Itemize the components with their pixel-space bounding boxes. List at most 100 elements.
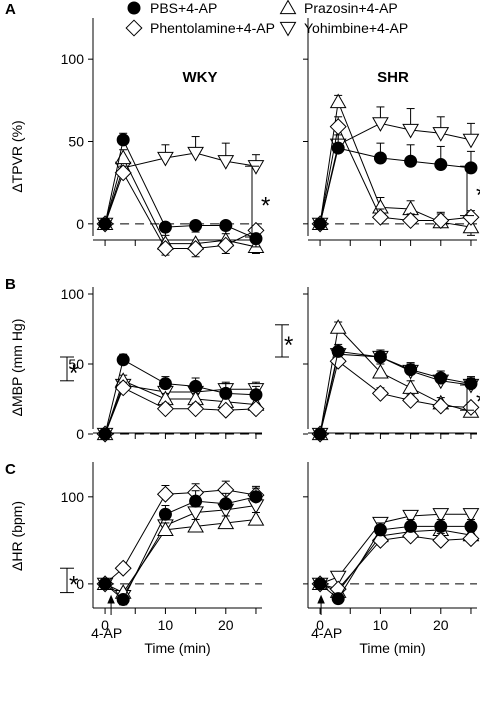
- legend-label: Yohimbine+4-AP: [304, 20, 408, 36]
- data-point: [187, 146, 204, 162]
- data-point: [329, 319, 347, 334]
- significance-asterisk: *: [261, 193, 270, 220]
- x-tick-label: 20: [433, 617, 449, 633]
- data-point: [331, 344, 345, 358]
- series-line: [104, 518, 257, 594]
- x-tick-label: 10: [373, 617, 389, 633]
- plot-C-WKY: 0 100 ΔHR (bpm) 0 10 20 Time (min) 4-AP *: [9, 462, 265, 656]
- data-point: [217, 155, 235, 170]
- significance-bracket: *: [460, 384, 480, 416]
- data-point: [373, 523, 387, 537]
- significance-asterisk: *: [476, 182, 480, 209]
- plot-C-SHR: 0 10 20 Time (min) 4-AP: [303, 462, 480, 656]
- data-point: [464, 519, 478, 533]
- legend: PBS+4-AP Phentolamine+4-AP Prazosin+4-AP Yo…: [125, 0, 408, 37]
- data-point: [404, 363, 418, 377]
- legend-marker: [279, 0, 297, 15]
- series-Prazosin+4-AP: [96, 510, 265, 599]
- series-PBS+4-AP: [313, 518, 478, 606]
- data-point: [313, 577, 327, 591]
- significance-bracket: *: [275, 324, 293, 359]
- data-point: [329, 570, 347, 586]
- series-line: [319, 326, 472, 435]
- data-point: [404, 519, 418, 533]
- data-point: [189, 379, 203, 393]
- data-point: [217, 401, 235, 419]
- data-point: [434, 371, 448, 385]
- data-point: [402, 527, 420, 545]
- data-point: [114, 164, 132, 182]
- data-point: [329, 118, 347, 136]
- series-Phentolamine+4-AP: [311, 352, 480, 443]
- series-line: [104, 505, 257, 597]
- strain-label: SHR: [377, 69, 409, 86]
- significance-asterisk: *: [284, 332, 293, 359]
- data-point: [402, 391, 420, 409]
- data-point: [247, 400, 265, 418]
- significance-bracket: *: [60, 567, 78, 598]
- data-point: [313, 427, 327, 441]
- series-PBS+4-AP: [98, 353, 263, 441]
- series-Phentolamine+4-AP: [96, 480, 265, 593]
- data-point: [247, 510, 265, 526]
- series-PBS+4-AP: [98, 487, 263, 607]
- data-point: [329, 93, 347, 109]
- data-point: [462, 398, 480, 416]
- data-point: [464, 377, 478, 391]
- y-tick-label: 100: [61, 51, 85, 67]
- data-point: [187, 240, 205, 258]
- series-Prazosin+4-AP: [311, 319, 480, 441]
- series-line: [319, 100, 472, 228]
- data-point: [219, 218, 233, 232]
- y-tick-label: 100: [61, 489, 85, 505]
- legend-item: Yohimbine+4-AP: [279, 20, 408, 37]
- data-point: [373, 350, 387, 364]
- significance-asterisk: *: [69, 360, 78, 387]
- x-axis-label: Time (min): [144, 640, 210, 656]
- panel-letter: A: [5, 1, 16, 18]
- series-line: [319, 122, 472, 224]
- data-point: [158, 377, 172, 391]
- series-line: [319, 360, 471, 435]
- series-line: [319, 529, 472, 593]
- data-point: [462, 508, 480, 523]
- data-point: [371, 384, 389, 402]
- data-point: [217, 236, 235, 254]
- data-point: [372, 363, 389, 379]
- y-axis-label: ΔHR (bpm): [9, 501, 25, 571]
- significance-bracket: *: [460, 165, 480, 217]
- data-point: [114, 379, 132, 397]
- data-point: [98, 427, 112, 441]
- data-point: [247, 160, 265, 175]
- series-line: [319, 353, 472, 435]
- data-point: [462, 218, 480, 234]
- data-point: [217, 514, 235, 530]
- y-tick-label: 50: [68, 134, 84, 150]
- series-PBS+4-AP: [313, 134, 478, 231]
- data-point: [464, 161, 478, 175]
- data-point: [249, 388, 263, 402]
- x-axis-label: Time (min): [359, 640, 425, 656]
- panel-letter: C: [5, 461, 16, 478]
- significance-bracket: *: [60, 356, 78, 387]
- legend-item: Phentolamine+4-AP: [125, 19, 275, 37]
- arrow-4ap-label: 4-AP: [311, 625, 342, 641]
- data-point: [156, 485, 174, 503]
- legend-marker: [127, 1, 141, 15]
- panel-letter: B: [5, 276, 16, 293]
- legend-label: Prazosin+4-AP: [304, 0, 398, 16]
- series-Prazosin+4-AP: [311, 93, 480, 236]
- data-point: [404, 154, 418, 168]
- data-point: [157, 151, 174, 167]
- data-point: [462, 133, 480, 149]
- data-point: [116, 353, 130, 367]
- data-point: [114, 149, 132, 165]
- data-point: [116, 593, 130, 607]
- data-point: [373, 151, 387, 165]
- data-point: [432, 397, 450, 415]
- data-point: [371, 208, 389, 226]
- data-point: [219, 497, 233, 511]
- x-tick-label: 20: [218, 617, 234, 633]
- x-tick-label: 0: [316, 617, 324, 633]
